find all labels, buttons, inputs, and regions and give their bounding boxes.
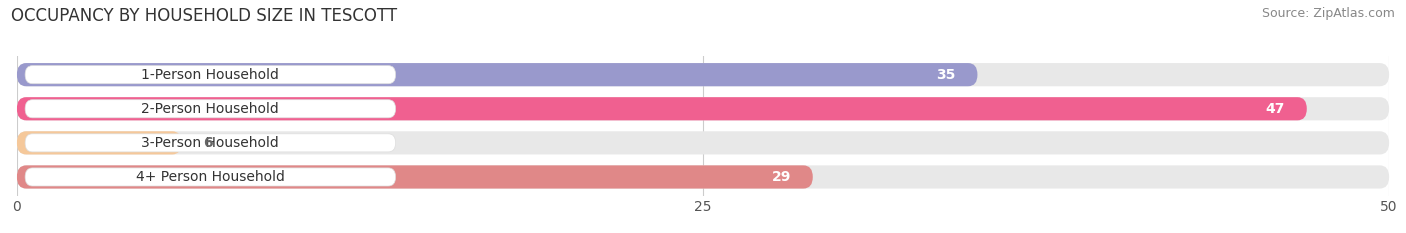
Text: 1-Person Household: 1-Person Household [142, 68, 280, 82]
FancyBboxPatch shape [25, 168, 395, 186]
Text: Source: ZipAtlas.com: Source: ZipAtlas.com [1261, 7, 1395, 20]
Text: 47: 47 [1265, 102, 1285, 116]
FancyBboxPatch shape [17, 131, 1389, 154]
Text: 4+ Person Household: 4+ Person Household [136, 170, 285, 184]
FancyBboxPatch shape [25, 100, 395, 118]
FancyBboxPatch shape [25, 66, 395, 84]
FancyBboxPatch shape [17, 63, 1389, 86]
FancyBboxPatch shape [17, 97, 1389, 120]
Text: 3-Person Household: 3-Person Household [142, 136, 280, 150]
Text: 2-Person Household: 2-Person Household [142, 102, 280, 116]
Text: OCCUPANCY BY HOUSEHOLD SIZE IN TESCOTT: OCCUPANCY BY HOUSEHOLD SIZE IN TESCOTT [11, 7, 398, 25]
FancyBboxPatch shape [25, 134, 395, 152]
FancyBboxPatch shape [17, 63, 977, 86]
FancyBboxPatch shape [17, 97, 1306, 120]
FancyBboxPatch shape [17, 131, 181, 154]
Text: 35: 35 [936, 68, 956, 82]
FancyBboxPatch shape [17, 165, 813, 188]
FancyBboxPatch shape [17, 165, 1389, 188]
Text: 6: 6 [204, 136, 214, 150]
Text: 29: 29 [772, 170, 790, 184]
